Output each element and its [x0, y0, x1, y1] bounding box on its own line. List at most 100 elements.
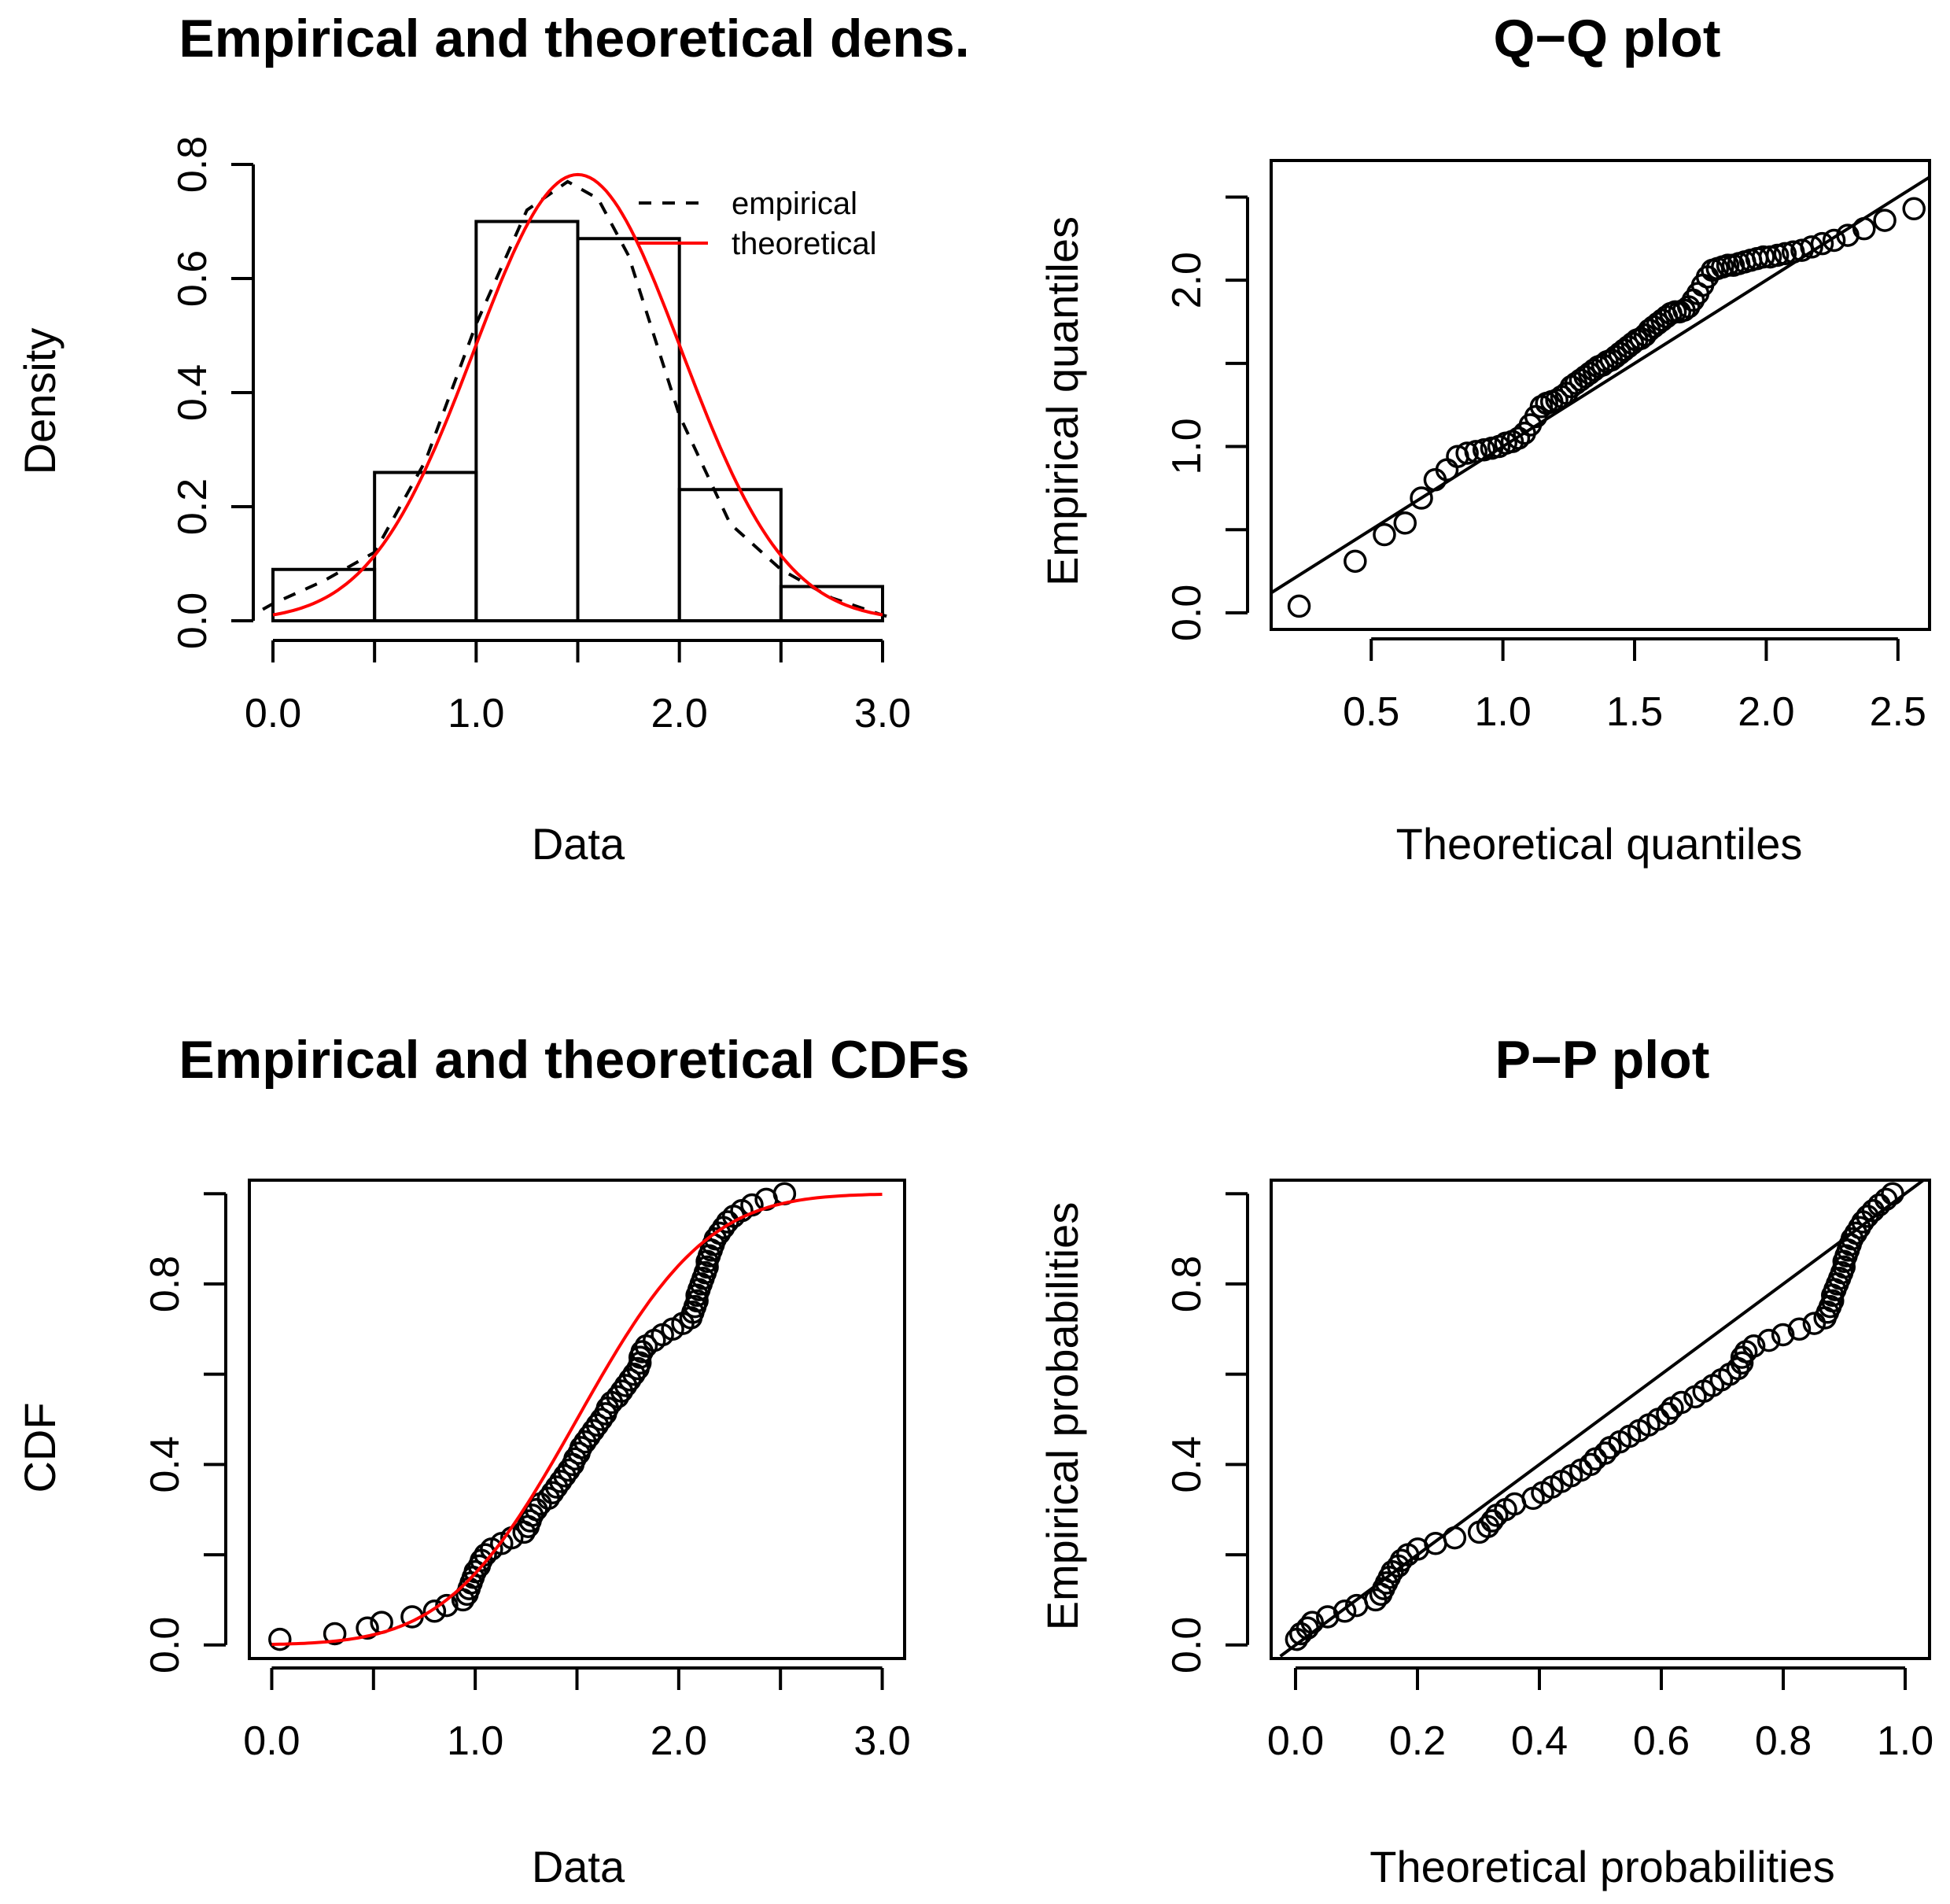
density-x-axis: 0.0 1.0 2.0 3.0 — [245, 639, 911, 736]
pp-point — [1296, 1616, 1320, 1640]
cdf-content: 0.0 1.0 2.0 3.0 0.0 0.4 0.8 — [142, 1182, 911, 1764]
pp-point — [1874, 1187, 1898, 1212]
histogram-bar — [779, 585, 884, 622]
pp-point — [1802, 1312, 1827, 1335]
qq-point — [1873, 208, 1897, 232]
cdf-empirical-point — [557, 1458, 581, 1482]
pp-point — [1840, 1227, 1864, 1251]
qq-point — [1373, 522, 1396, 547]
pp-point — [1844, 1221, 1868, 1245]
qq-point — [1410, 486, 1433, 510]
cdf-empirical-point — [323, 1622, 347, 1646]
density-theoretical-curve — [272, 172, 883, 617]
pp-point — [1443, 1526, 1467, 1550]
pp-y-tick-label: 0.4 — [1164, 1436, 1210, 1493]
pp-x-tick-label: 0.8 — [1755, 1718, 1812, 1764]
qq-point — [1455, 441, 1479, 465]
density-y-tick-label: 0.0 — [170, 592, 216, 649]
pp-point — [1300, 1611, 1325, 1634]
cdf-empirical-point — [474, 1543, 497, 1566]
pp-point — [1821, 1289, 1845, 1313]
legend-theoretical-label: theoretical — [732, 227, 877, 261]
density-y-axis: 0.0 0.2 0.4 0.6 0.8 — [170, 136, 255, 649]
cdf-empirical-point — [716, 1210, 739, 1234]
pp-xlabel: Theoretical probabilities — [1369, 1842, 1834, 1891]
cdf-title: Empirical and theoretical CDFs — [179, 1030, 969, 1090]
density-y-tick-label: 0.2 — [170, 478, 216, 535]
pp-reference-line — [1279, 1179, 1925, 1658]
cdf-ylabel: CDF — [15, 1402, 65, 1493]
density-y-tick-label: 0.4 — [170, 364, 216, 421]
qq-point — [1752, 245, 1775, 269]
qq-point — [1810, 231, 1834, 256]
pp-point — [1730, 1351, 1754, 1375]
cdf-x-tick-label: 0.0 — [243, 1718, 300, 1764]
panel-cdf: Empirical and theoretical CDFs Data CDF … — [15, 1030, 970, 1891]
pp-point — [1579, 1452, 1602, 1477]
pp-point — [1656, 1402, 1679, 1426]
pp-point — [1756, 1328, 1781, 1352]
qq-point — [1633, 323, 1657, 347]
pp-point — [1771, 1323, 1795, 1347]
density-empirical-curve — [262, 179, 894, 620]
qq-point — [1506, 426, 1531, 450]
cdf-plot-box — [248, 1179, 906, 1660]
cdf-empirical-point — [589, 1408, 614, 1431]
density-x-tick-label: 0.0 — [245, 691, 301, 736]
pp-x-tick-label: 0.6 — [1633, 1718, 1690, 1764]
pp-x-tick-label: 0.2 — [1389, 1718, 1446, 1764]
qq-point — [1393, 511, 1417, 535]
cdf-empirical-point — [268, 1627, 292, 1651]
panel-density: Empirical and theoretical dens. Data Den… — [15, 9, 970, 869]
density-x-tick-label: 1.0 — [448, 691, 504, 736]
pp-point — [1881, 1182, 1904, 1205]
pp-y-tick-label: 0.0 — [1164, 1617, 1210, 1673]
cdf-x-tick-label: 1.0 — [447, 1718, 503, 1764]
qq-point — [1800, 235, 1823, 259]
qq-content: 0.5 1.0 1.5 2.0 2.5 0.0 1.0 2.0 — [1164, 175, 1931, 735]
cdf-theoretical-curve — [271, 1193, 883, 1646]
qq-point — [1902, 197, 1926, 221]
qq-point — [1287, 594, 1311, 618]
density-y-tick-label: 0.8 — [170, 136, 216, 193]
density-title: Empirical and theoretical dens. — [179, 9, 969, 68]
qq-x-tick-label: 1.5 — [1606, 689, 1663, 735]
qq-xlabel: Theoretical quantiles — [1396, 819, 1803, 869]
qq-point — [1344, 549, 1367, 574]
cdf-empirical-point — [695, 1255, 719, 1279]
pp-point — [1742, 1334, 1766, 1358]
panel-qq: Q−Q plot Theoretical quantiles Empirical… — [1038, 9, 1931, 869]
cdf-empirical-point — [356, 1616, 379, 1640]
density-y-tick-label: 0.6 — [170, 250, 216, 307]
qq-y-tick-label: 0.0 — [1164, 585, 1210, 641]
cdf-empirical-point — [685, 1289, 709, 1313]
pp-point — [1867, 1193, 1891, 1217]
panel-pp: P−P plot Theoretical probabilities Empir… — [1038, 1030, 1933, 1891]
cdf-empirical-point — [422, 1600, 447, 1623]
cdf-empirical-point — [463, 1559, 487, 1584]
qq-y-tick-label: 1.0 — [1164, 418, 1210, 474]
cdf-x-tick-label: 3.0 — [853, 1718, 910, 1764]
qq-y-tick-label: 2.0 — [1164, 252, 1210, 308]
density-x-tick-label: 3.0 — [854, 691, 911, 736]
cdf-xlabel: Data — [532, 1842, 625, 1891]
histogram-bar — [576, 237, 681, 622]
pp-point — [1669, 1390, 1694, 1415]
cdf-empirical-point — [563, 1447, 587, 1470]
qq-ylabel: Empirical quantiles — [1038, 216, 1087, 586]
cdf-y-tick-label: 0.8 — [142, 1256, 188, 1312]
qq-point — [1464, 440, 1488, 463]
pp-x-tick-label: 0.0 — [1267, 1718, 1324, 1764]
pp-ylabel: Empirical probabilities — [1038, 1202, 1087, 1631]
pp-plot-box — [1270, 1179, 1931, 1660]
qq-x-tick-label: 1.0 — [1474, 689, 1531, 735]
density-curves — [262, 172, 894, 620]
qq-point — [1629, 327, 1653, 350]
cdf-y-tick-label: 0.4 — [142, 1436, 188, 1493]
pp-title: P−P plot — [1495, 1030, 1710, 1090]
density-x-tick-label: 2.0 — [651, 691, 708, 736]
qq-point — [1773, 242, 1797, 266]
qq-point — [1822, 228, 1846, 253]
density-ylabel: Density — [15, 328, 65, 475]
